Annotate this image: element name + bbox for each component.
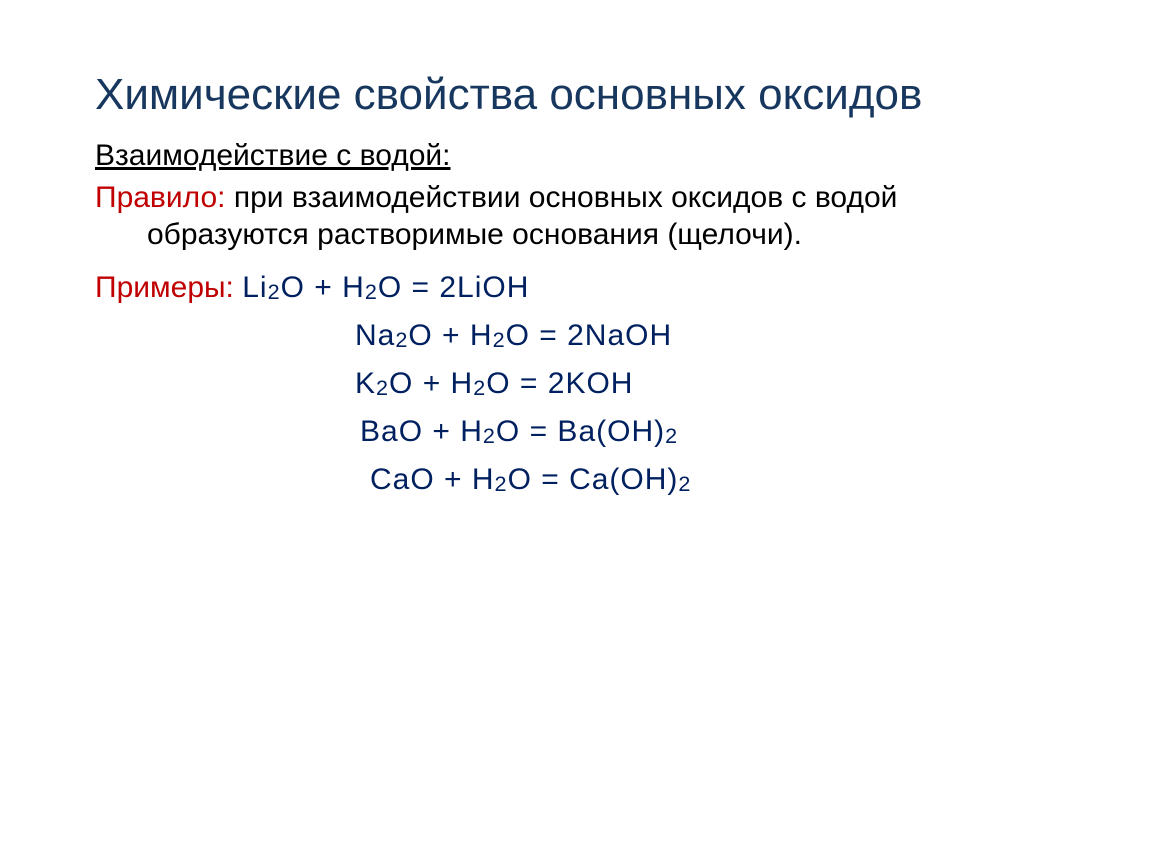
eq5-p1: CaO + H (370, 463, 495, 496)
equation-4: BaO + H2O = Ba(OH)2 (95, 408, 1060, 456)
eq3-p2: O + H (389, 367, 473, 400)
eq3-s2: 2 (473, 375, 486, 400)
eq1-s2: 2 (365, 279, 378, 304)
eq3-p1: K (355, 367, 376, 400)
section-subtitle: Взаимодействие с водой: (95, 139, 1060, 173)
equation-2: Na2O + H2O = 2NaOH (95, 312, 1060, 360)
eq1-s1: 2 (268, 279, 281, 304)
eq1-p1: Li (242, 271, 267, 304)
equation-5: CaO + H2O = Ca(OH)2 (95, 456, 1060, 504)
eq2-p1: Na (355, 319, 395, 352)
rule-paragraph: Правило: при взаимодействии основных окс… (95, 179, 1060, 254)
rule-label: Правило: (95, 181, 226, 214)
eq4-p2: O = Ba(OH) (496, 415, 665, 448)
eq1-p2: O + H (281, 271, 365, 304)
eq5-s2: 2 (678, 471, 691, 496)
equation-1: Li2O + H2O = 2LiOH (242, 271, 529, 304)
eq5-s1: 2 (495, 471, 508, 496)
eq1-p3: O = 2LiOH (378, 271, 530, 304)
eq3-s1: 2 (376, 375, 389, 400)
eq2-s2: 2 (493, 327, 506, 352)
eq5-p2: O = Ca(OH) (508, 463, 679, 496)
eq2-s1: 2 (395, 327, 408, 352)
eq4-p1: BaO + H (360, 415, 483, 448)
examples-label: Примеры: (95, 271, 242, 304)
rule-text-line2: образуются растворимые основания (щелочи… (95, 216, 1060, 254)
slide-title: Химические свойства основных оксидов (95, 70, 1060, 121)
eq2-p3: O = 2NaOH (506, 319, 673, 352)
examples-block: Примеры: Li2O + H2O = 2LiOH Na2O + H2O =… (95, 264, 1060, 504)
eq4-s1: 2 (483, 423, 496, 448)
eq3-p3: O = 2KOH (486, 367, 633, 400)
eq4-s2: 2 (665, 423, 678, 448)
rule-text-line1: при взаимодействии основных оксидов с во… (226, 181, 898, 214)
equation-3: K2O + H2O = 2KOH (95, 360, 1060, 408)
slide: Химические свойства основных оксидов Вза… (0, 0, 1150, 504)
eq2-p2: O + H (408, 319, 492, 352)
